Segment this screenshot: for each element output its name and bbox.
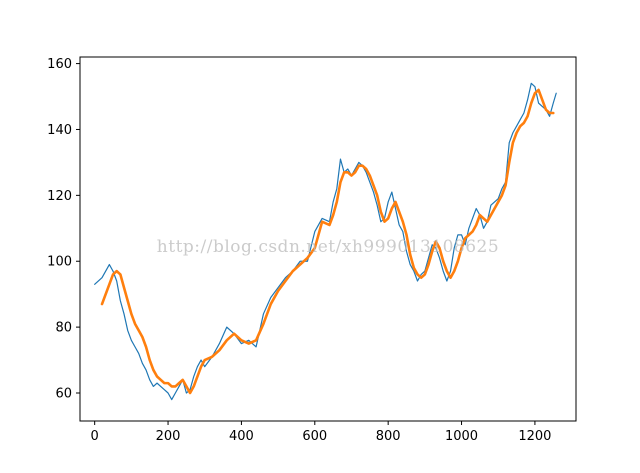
x-tick-label: 1200 bbox=[518, 429, 551, 444]
x-tick-label: 400 bbox=[229, 429, 254, 444]
y-tick-label: 140 bbox=[47, 123, 72, 138]
series-line-2 bbox=[100, 88, 555, 395]
y-tick-label: 160 bbox=[47, 57, 72, 72]
watermark-text: http://blog.csdn.net/xh999013108625 bbox=[157, 237, 499, 257]
axes-frame bbox=[79, 56, 577, 422]
plot-area bbox=[94, 82, 557, 401]
x-axis-ticks: 0 200 400 600 800 1000 1200 bbox=[91, 421, 551, 444]
x-tick-label: 800 bbox=[376, 429, 401, 444]
x-tick-label: 200 bbox=[156, 429, 181, 444]
x-tick-label: 1000 bbox=[445, 429, 478, 444]
series-layer bbox=[94, 82, 557, 401]
y-tick-label: 60 bbox=[55, 387, 72, 402]
y-axis-ticks: 60 80 100 120 140 160 bbox=[47, 57, 80, 402]
x-tick-label: 600 bbox=[302, 429, 327, 444]
y-tick-label: 100 bbox=[47, 255, 72, 270]
y-tick-label: 120 bbox=[47, 189, 72, 204]
x-tick-label: 0 bbox=[91, 429, 99, 444]
y-tick-label: 80 bbox=[55, 321, 72, 336]
series-line-1 bbox=[94, 82, 557, 401]
